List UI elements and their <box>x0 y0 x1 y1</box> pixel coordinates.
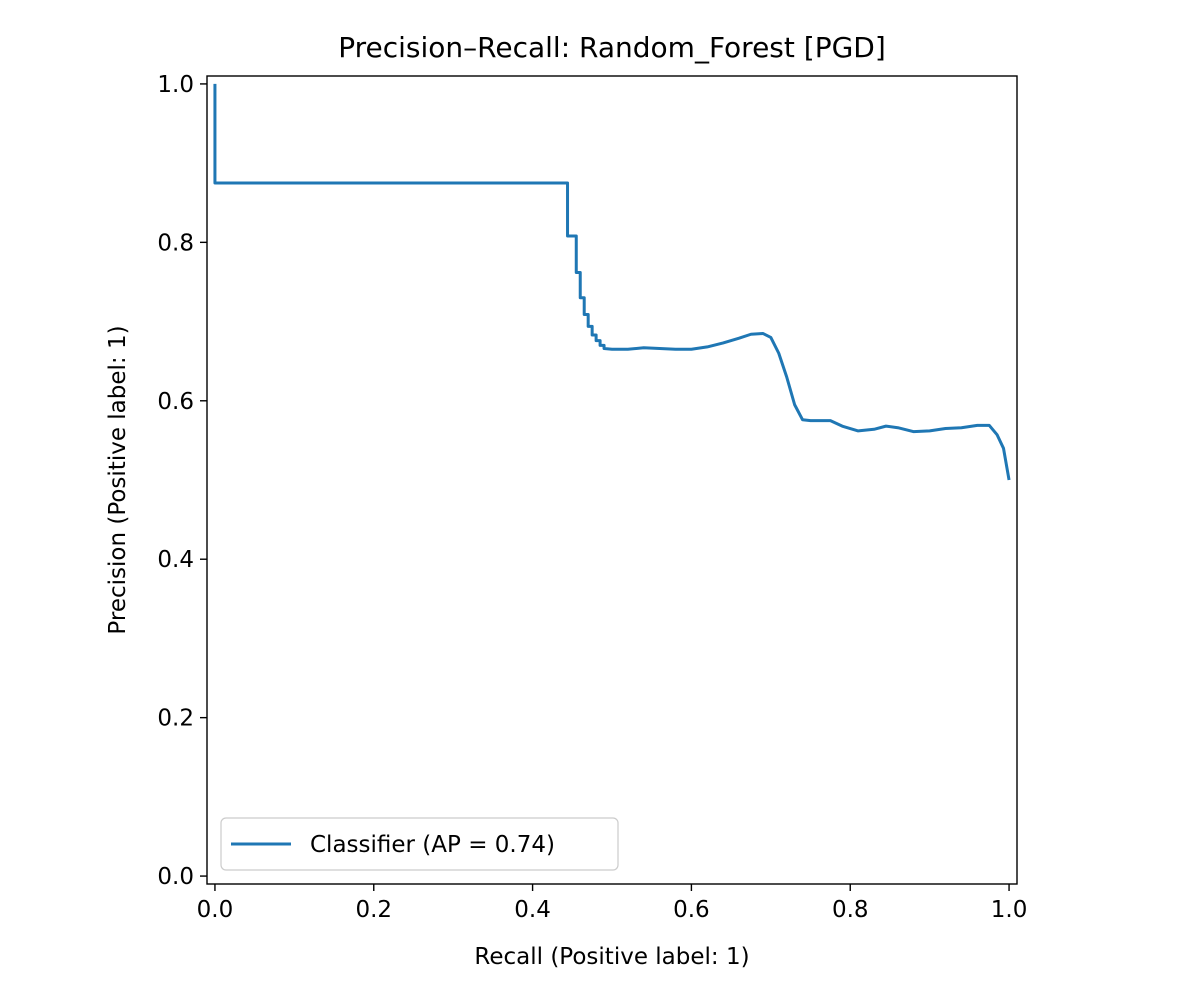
plot-frame <box>206 75 1018 885</box>
x-axis-label: Recall (Positive label: 1) <box>474 944 749 970</box>
legend-box <box>220 817 619 871</box>
legend: Classifier (AP = 0.74) <box>220 817 619 871</box>
y-tick-label: 0.8 <box>157 230 194 256</box>
plot-area <box>206 75 1018 885</box>
y-tick-label: 0.4 <box>157 547 194 573</box>
x-tick-label: 0.4 <box>514 897 551 923</box>
y-tick-label: 0.0 <box>157 864 194 890</box>
y-tick-label: 1.0 <box>157 72 194 98</box>
x-tick-label: 0.8 <box>832 897 869 923</box>
x-tick-label: 0.2 <box>355 897 392 923</box>
y-axis-label: Precision (Positive label: 1) <box>105 325 131 634</box>
y-tick-label: 0.6 <box>157 389 194 415</box>
x-axis: 0.0 0.2 0.4 0.6 0.8 1.0 <box>197 884 1028 923</box>
x-tick-label: 0.0 <box>197 897 234 923</box>
y-axis: 0.0 0.2 0.4 0.6 0.8 1.0 <box>157 72 207 890</box>
x-tick-label: 0.6 <box>673 897 710 923</box>
chart-title: Precision–Recall: Random_Forest [PGD] <box>338 31 886 64</box>
y-tick-label: 0.2 <box>157 706 194 732</box>
pr-curve-line <box>213 83 1011 481</box>
legend-entry: Classifier (AP = 0.74) <box>310 832 555 858</box>
x-tick-label: 1.0 <box>991 897 1028 923</box>
